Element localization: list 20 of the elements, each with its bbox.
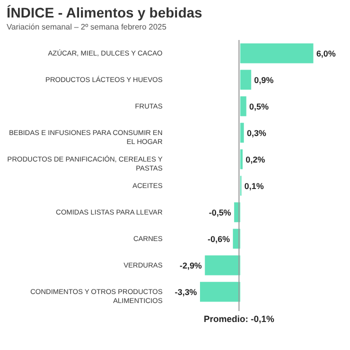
data-label: -2,9% (180, 260, 202, 270)
bar (204, 255, 240, 276)
bar (240, 149, 243, 170)
text: Variación semanal – 2º semana febrero 2025 (6, 22, 167, 32)
data-label: -0,6% (208, 234, 230, 244)
bar (240, 43, 314, 64)
data-label: 0,3% (246, 128, 267, 138)
data-label: -3,3% (174, 286, 198, 297)
data-label: -0,5% (208, 207, 232, 218)
bar (240, 70, 252, 90)
bar (200, 282, 240, 302)
data-label: 0,5% (249, 101, 270, 112)
bar (240, 122, 244, 143)
data-label: 0,2% (246, 154, 266, 164)
data-label: 0,1% (244, 180, 264, 191)
data-label: 0,9% (254, 74, 274, 85)
ref-line-label: Promedio: -0,1% (204, 314, 274, 324)
bar (240, 96, 246, 116)
chart-title: ÍNDICE - Alimentos y bebidas (6, 4, 202, 20)
data-label: 6,0% (316, 48, 336, 58)
